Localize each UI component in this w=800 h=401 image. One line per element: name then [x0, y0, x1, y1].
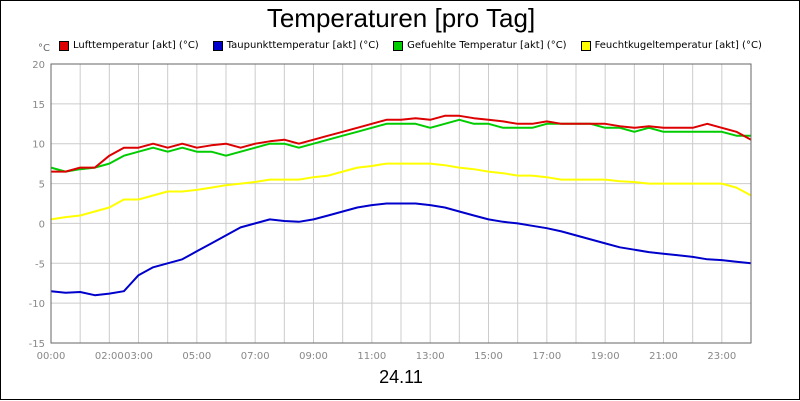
legend-item-gefuehlte: Gefuehlte Temperatur [akt] (°C)	[393, 40, 567, 51]
x-tick-label: 21:00	[649, 351, 678, 362]
y-unit-label: °C	[38, 43, 50, 54]
chart-title: Temperaturen [pro Tag]	[266, 3, 536, 33]
legend-label-lufttemperatur: Lufttemperatur [akt] (°C)	[73, 40, 199, 51]
x-tick-label: 17:00	[532, 351, 561, 362]
y-tick-label: -10	[29, 299, 45, 310]
legend-label-feuchtkugel: Feuchtkugeltemperatur [akt] (°C)	[594, 40, 762, 51]
y-tick-label: -15	[29, 339, 45, 350]
y-tick-label: 20	[32, 60, 45, 71]
legend-item-lufttemperatur: Lufttemperatur [akt] (°C)	[59, 40, 199, 51]
legend-swatch-gefuehlte	[393, 40, 404, 51]
x-tick-label: 00:00	[37, 351, 66, 362]
series-line-2	[50, 118, 751, 173]
legend-swatch-feuchtkugel	[580, 40, 591, 51]
y-tick-label: -5	[35, 259, 45, 270]
legend-item-feuchtkugel: Feuchtkugeltemperatur [akt] (°C)	[580, 40, 762, 51]
legend-swatch-lufttemperatur	[59, 40, 69, 51]
y-tick-label: 15	[32, 100, 45, 111]
x-tick-label: 09:00	[299, 351, 328, 362]
x-tick-label: 02:00	[95, 351, 124, 362]
x-tick-label: 03:00	[124, 351, 153, 362]
legend: Lufttemperatur [akt] (°C) Taupunkttemper…	[59, 40, 776, 51]
plot-border	[50, 63, 752, 344]
series-line-0	[51, 114, 752, 173]
series-line-3	[50, 162, 752, 221]
series-line-1	[50, 202, 752, 297]
legend-item-taupunkt: Taupunkttemperatur [akt] (°C)	[212, 40, 380, 51]
legend-swatch-taupunkt	[212, 40, 223, 51]
x-tick-label: 23:00	[707, 351, 736, 362]
x-tick-label: 11:00	[357, 351, 386, 362]
legend-label-gefuehlte: Gefuehlte Temperatur [akt] (°C)	[407, 40, 567, 51]
y-tick-label: 5	[39, 180, 45, 191]
legend-label-taupunkt: Taupunkttemperatur [akt] (°C)	[226, 40, 380, 51]
x-tick-label: 13:00	[416, 351, 445, 362]
x-tick-label: 07:00	[241, 351, 270, 362]
date-label: 24.11	[379, 367, 423, 387]
x-tick-label: 05:00	[182, 351, 211, 362]
y-tick-label: 10	[32, 140, 45, 151]
y-tick-label: 0	[39, 219, 45, 230]
x-tick-label: 15:00	[474, 351, 503, 362]
x-tick-label: 19:00	[591, 351, 620, 362]
